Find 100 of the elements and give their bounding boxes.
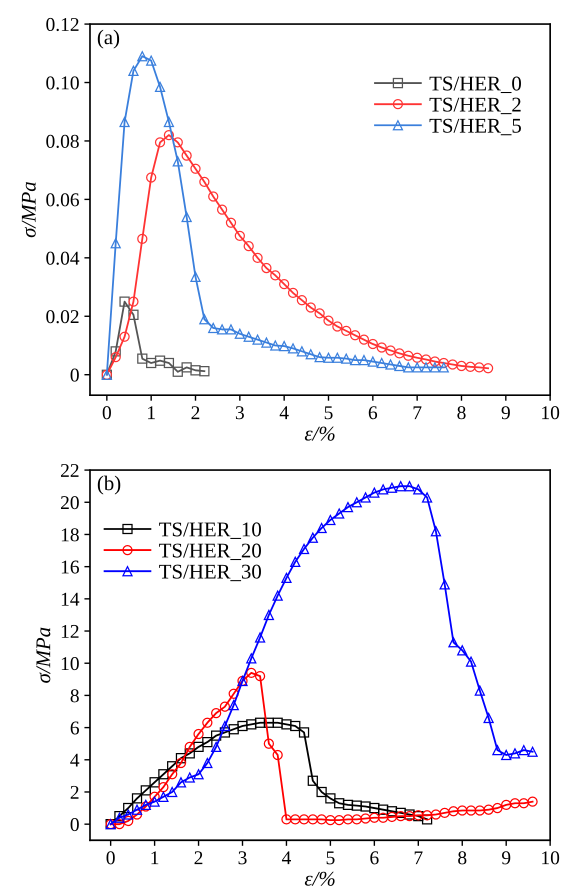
- point: [308, 776, 318, 786]
- point: [190, 164, 201, 174]
- point: [332, 352, 342, 363]
- point: [246, 719, 256, 730]
- point: [199, 314, 210, 324]
- point: [447, 359, 458, 370]
- point: [385, 345, 396, 356]
- point: [323, 352, 334, 363]
- point: [527, 746, 538, 757]
- point: [193, 742, 204, 752]
- point: [314, 308, 325, 318]
- x-tick-label: 2: [191, 406, 200, 420]
- point: [279, 278, 290, 290]
- point: [350, 354, 360, 366]
- point: [190, 365, 201, 376]
- point: [132, 804, 142, 815]
- point: [385, 359, 396, 370]
- point: [492, 744, 503, 756]
- point: [137, 51, 148, 62]
- point: [308, 814, 318, 824]
- point: [483, 804, 494, 815]
- point: [342, 800, 354, 810]
- point: [123, 809, 134, 820]
- point: [394, 360, 405, 372]
- point: [296, 346, 308, 356]
- y-tick-label: 2: [70, 786, 79, 799]
- x-tick-label: 8: [457, 406, 466, 420]
- point: [119, 332, 130, 342]
- point: [518, 744, 529, 756]
- point: [176, 758, 186, 768]
- point: [137, 353, 148, 364]
- point: [228, 724, 239, 734]
- point: [208, 322, 218, 334]
- x-tick-label: 6: [368, 406, 378, 420]
- x-tick-label: 10: [542, 851, 560, 864]
- point: [264, 738, 274, 749]
- x-tick-label: 3: [236, 406, 244, 420]
- point: [246, 668, 256, 678]
- point: [244, 332, 254, 342]
- point: [306, 302, 316, 313]
- point: [448, 637, 459, 648]
- point: [146, 55, 156, 66]
- point: [176, 753, 186, 764]
- point: [341, 353, 352, 364]
- point: [396, 810, 406, 822]
- point: [316, 814, 327, 824]
- point: [350, 330, 360, 340]
- point: [119, 116, 130, 128]
- point: [342, 502, 354, 512]
- y-tick-label: 14: [62, 592, 80, 606]
- point: [172, 366, 183, 377]
- x-tick-label: 1: [151, 851, 158, 864]
- point: [149, 796, 160, 807]
- point: [358, 334, 370, 345]
- point: [167, 786, 178, 798]
- point: [369, 487, 380, 498]
- point: [422, 810, 432, 820]
- point: [368, 338, 378, 350]
- point: [110, 238, 121, 248]
- point: [386, 482, 398, 493]
- y-tick-label: 6: [70, 721, 79, 735]
- point: [332, 321, 342, 332]
- point: [378, 484, 388, 495]
- y-tick-label: 20: [60, 496, 79, 510]
- point: [154, 82, 166, 92]
- point: [261, 337, 272, 348]
- point: [146, 172, 156, 183]
- point: [270, 340, 280, 351]
- y-tick-label: 0.08: [46, 134, 79, 148]
- x-axis-title: ε/%: [304, 872, 335, 886]
- point: [199, 176, 210, 187]
- x-tick-label: 9: [502, 851, 510, 864]
- point: [164, 358, 174, 368]
- point: [220, 702, 230, 712]
- point: [430, 809, 442, 820]
- point: [208, 191, 218, 202]
- point: [430, 362, 440, 373]
- point: [378, 812, 388, 823]
- point: [237, 720, 248, 732]
- point: [296, 295, 308, 306]
- point: [281, 814, 292, 824]
- y-tick-label: 4: [70, 754, 80, 767]
- point: [172, 137, 183, 148]
- point: [325, 815, 336, 826]
- point: [234, 230, 245, 242]
- point: [360, 492, 371, 503]
- point: [119, 296, 130, 307]
- x-tick-label: 0: [106, 851, 115, 864]
- point: [154, 356, 166, 366]
- point: [403, 350, 414, 361]
- point: [376, 342, 387, 353]
- point: [228, 688, 239, 699]
- point: [466, 805, 476, 816]
- y-axis-title: σ/MPa: [36, 628, 50, 683]
- point: [306, 349, 316, 360]
- point: [234, 328, 245, 339]
- y-tick-label: 22: [60, 464, 79, 477]
- point: [176, 777, 186, 788]
- point: [290, 556, 300, 567]
- point: [220, 720, 230, 732]
